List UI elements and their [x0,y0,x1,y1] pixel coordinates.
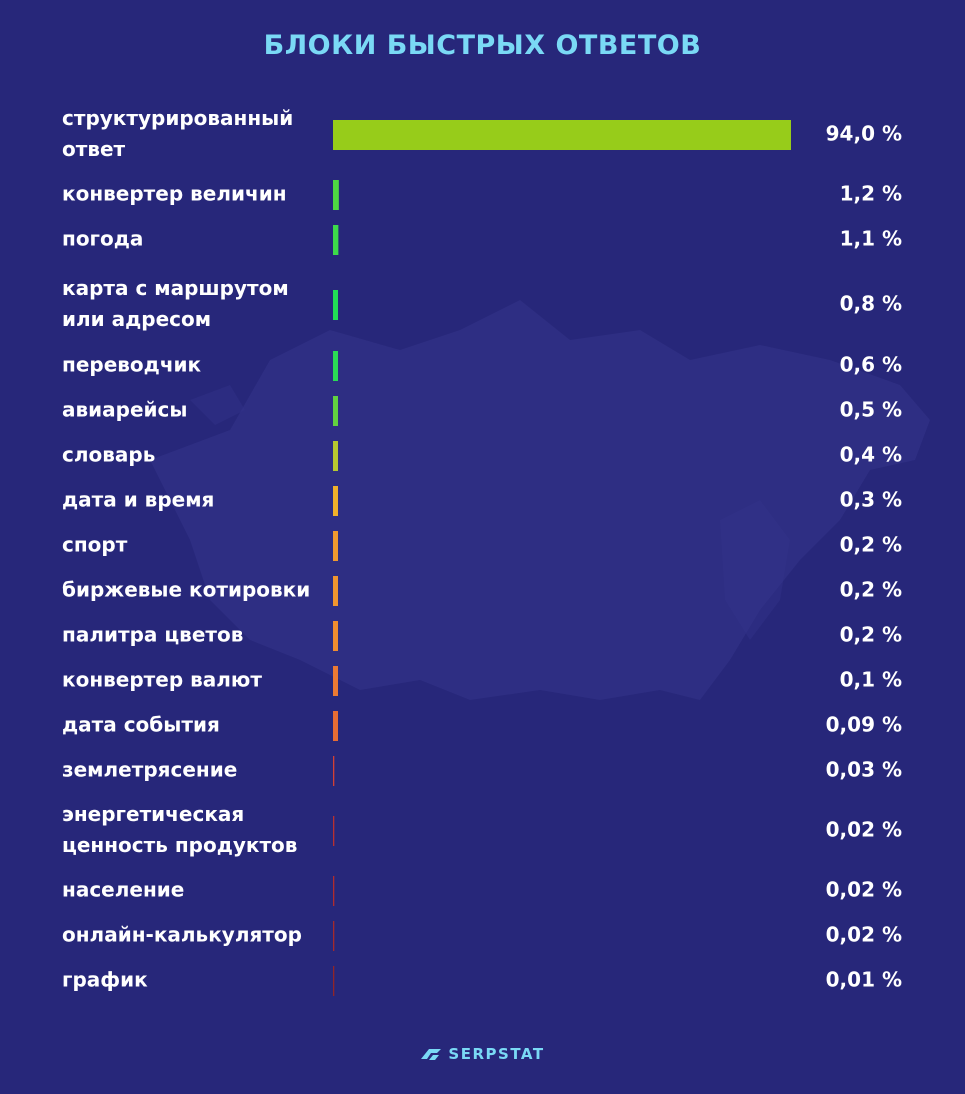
value-label-8: 0,3 % [840,488,902,512]
bar-3 [333,225,339,255]
category-label-6: авиарейсы [62,398,188,422]
serpstat-arrow-icon [421,1049,442,1060]
chart-title: БЛОКИ БЫСТРЫХ ОТВЕТОВ [263,30,702,61]
bar-6 [333,396,338,426]
category-label-15-line-2: ценность продуктов [62,833,297,857]
value-label-7: 0,4 % [840,443,902,467]
value-label-3: 1,1 % [840,227,902,251]
bar-8 [333,486,338,516]
bar-2 [333,180,339,210]
value-label-2: 1,2 % [840,182,902,206]
category-label-14: землетрясение [62,758,237,782]
bar-5 [333,351,338,381]
value-label-9: 0,2 % [840,533,902,557]
bar-16 [333,876,335,906]
category-label-1-line-2: ответ [62,137,126,161]
bar-14 [333,756,335,786]
value-label-16: 0,02 % [826,878,902,902]
value-label-18: 0,01 % [826,968,902,992]
value-label-4: 0,8 % [840,292,902,316]
bar-7 [333,441,338,471]
category-label-5: переводчик [62,353,202,377]
bar-9 [333,531,338,561]
serpstat-logo: SERPSTAT [0,1045,965,1063]
category-label-18: график [62,968,148,992]
category-label-9: спорт [62,533,128,557]
peninsula-silhouette [720,500,790,640]
bar-13 [333,711,338,741]
value-label-13: 0,09 % [826,713,902,737]
value-label-6: 0,5 % [840,398,902,422]
category-label-11: палитра цветов [62,623,243,647]
bar-4 [333,290,338,320]
russia-map-silhouette [150,300,930,700]
category-label-7: словарь [62,443,155,467]
serpstat-logo-text: SERPSTAT [448,1045,545,1063]
island-silhouette [190,385,245,425]
value-label-5: 0,6 % [840,353,902,377]
category-label-8: дата и время [62,488,214,512]
value-label-11: 0,2 % [840,623,902,647]
value-label-15: 0,02 % [826,818,902,842]
category-label-10: биржевые котировки [62,578,310,602]
value-label-17: 0,02 % [826,923,902,947]
category-label-17: онлайн-калькулятор [62,923,302,947]
category-label-3: погода [62,227,143,251]
bar-12 [333,666,338,696]
value-label-14: 0,03 % [826,758,902,782]
bar-10 [333,576,338,606]
category-label-13: дата события [62,713,220,737]
bar-11 [333,621,338,651]
category-label-1-line-1: структурированный [62,106,293,130]
bar-18 [333,966,335,996]
category-label-4-line-1: карта с маршрутом [62,276,289,300]
category-label-2: конвертер величин [62,182,287,206]
value-label-10: 0,2 % [840,578,902,602]
value-label-12: 0,1 % [840,668,902,692]
category-label-4-line-2: или адресом [62,307,211,331]
bar-17 [333,921,335,951]
category-label-15-line-1: энергетическая [62,802,244,826]
bar-15 [333,816,335,846]
bar-1 [333,120,791,150]
category-label-16: население [62,878,184,902]
value-label-1: 94,0 % [826,122,902,146]
category-label-12: конвертер валют [62,668,262,692]
